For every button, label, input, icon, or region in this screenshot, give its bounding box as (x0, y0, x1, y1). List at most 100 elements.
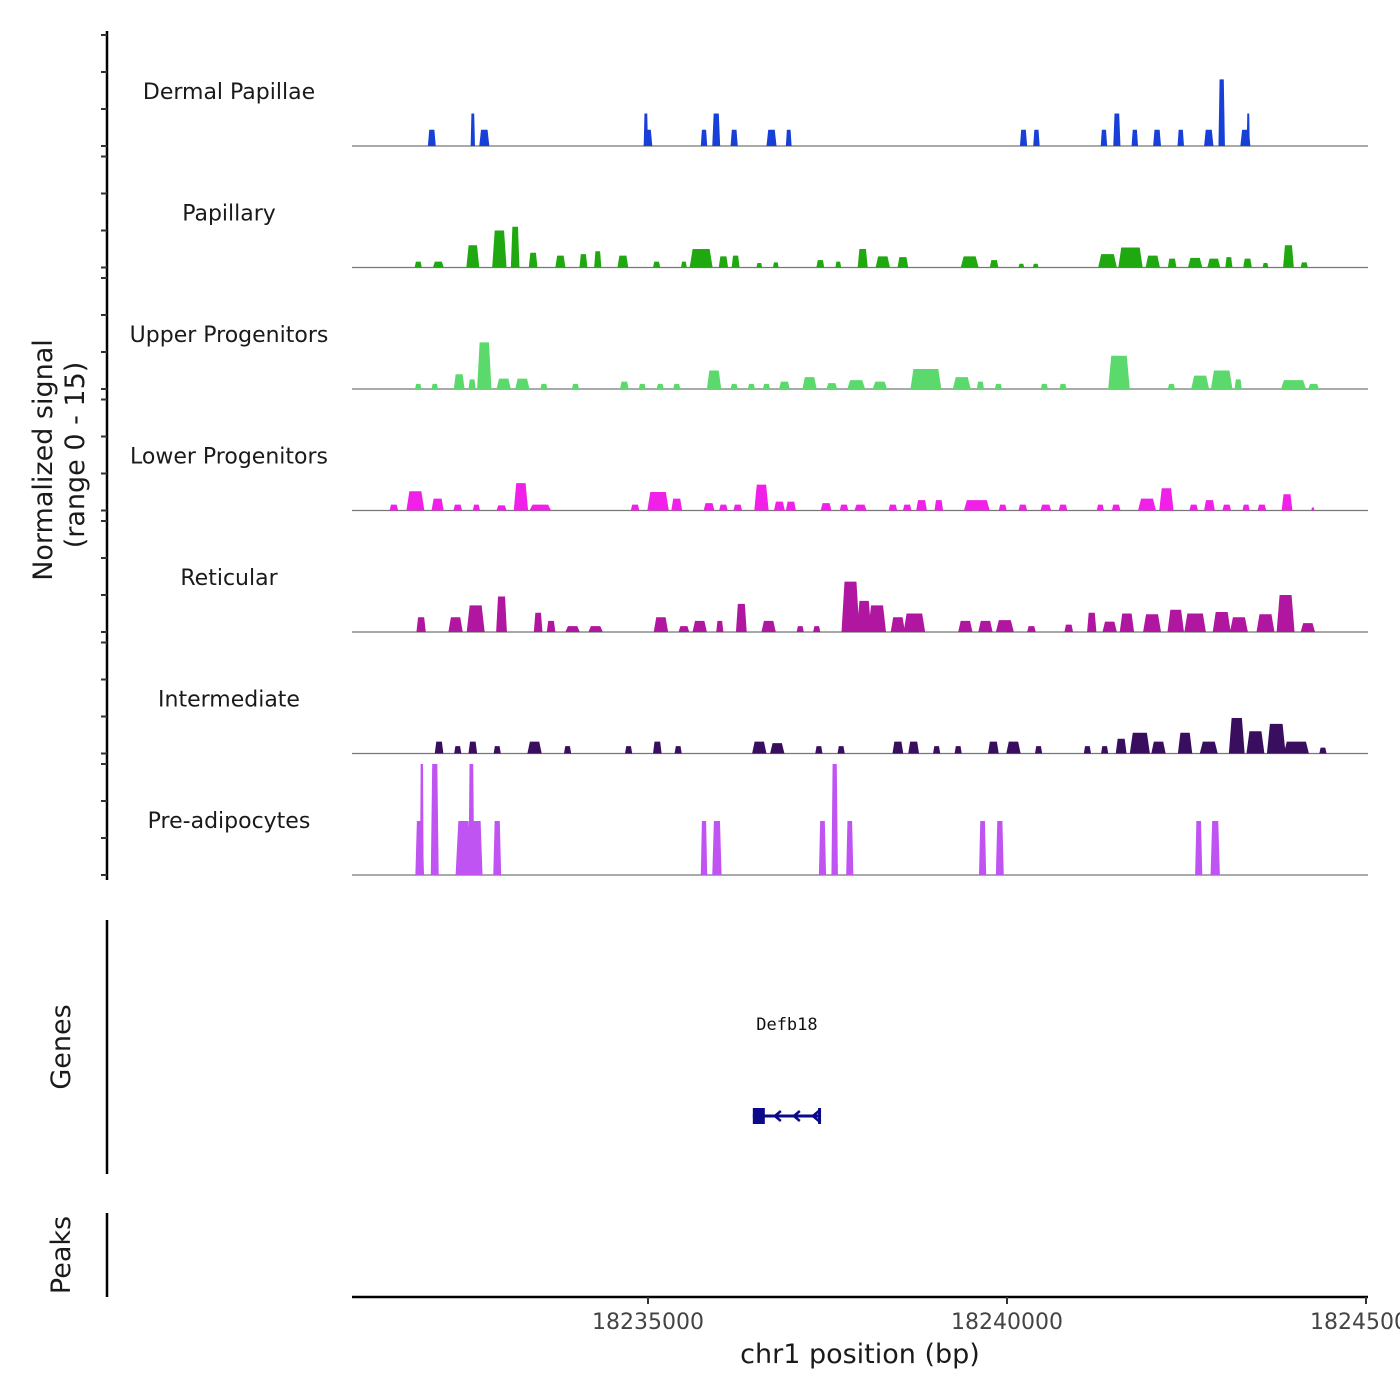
signal-peak (653, 617, 669, 632)
track-label: Pre-adipocytes (148, 809, 311, 834)
signal-peak (1033, 129, 1040, 146)
signal-peak (1187, 257, 1203, 268)
track-label: Reticular (180, 566, 278, 591)
signal-peak (470, 113, 475, 146)
signal-peak (448, 617, 463, 632)
signal-peak (653, 741, 662, 754)
signal-peak (875, 256, 890, 268)
signal-peak (579, 254, 588, 268)
signal-peak (594, 251, 602, 268)
signal-peak (643, 129, 653, 146)
signal-peak (1145, 255, 1160, 268)
signal-peak (1191, 375, 1210, 389)
signal-peak (730, 129, 738, 146)
signal-peak (933, 746, 941, 754)
signal-peak (1207, 258, 1221, 268)
signal-peak (1184, 613, 1206, 632)
signal-peak (453, 504, 463, 511)
signal-peak (802, 377, 817, 389)
signal-peak (1115, 738, 1127, 754)
signal-peak (1234, 379, 1242, 389)
signal-peak (978, 620, 993, 632)
signal-peak (571, 383, 580, 389)
signal-peak (515, 378, 530, 389)
signal-peak (1040, 504, 1052, 511)
signal-peak (432, 261, 444, 268)
signal-peak (1159, 488, 1174, 511)
track-papillary: Papillary (182, 202, 1368, 269)
y-axis-sublabel: (range 0 - 15) (60, 362, 91, 549)
track-dermal-papillae: Dermal Papillae (143, 79, 1368, 147)
signal-peak (820, 503, 832, 511)
signal-peak (712, 820, 722, 875)
signal-peak (703, 503, 715, 511)
signal-peak (647, 492, 669, 511)
signal-peak (1129, 732, 1150, 754)
signal-peak (678, 626, 690, 632)
signal-peak (1019, 129, 1028, 146)
signal-peak (754, 484, 769, 511)
signal-peak (752, 741, 767, 754)
signal-peak (766, 129, 777, 146)
signal-peak (774, 501, 785, 511)
signal-peak (540, 383, 548, 389)
gene-models: Defb18 (752, 1015, 822, 1124)
signal-peak (756, 263, 763, 268)
signal-peak (1027, 626, 1036, 632)
signal-peak (1276, 595, 1295, 632)
signal-peak (1143, 614, 1162, 632)
signal-peak (916, 500, 927, 511)
signal-peak (963, 500, 990, 511)
signal-peak (1222, 504, 1232, 511)
signal-peak (468, 379, 476, 389)
signal-peak (527, 741, 542, 754)
genes-panel-label: Genes (46, 1004, 77, 1089)
signal-peak (897, 257, 909, 268)
signal-peak (674, 746, 682, 754)
signal-peak (414, 261, 422, 268)
signal-peak (496, 505, 507, 511)
signal-peak (1212, 612, 1231, 632)
signal-peak (779, 381, 790, 389)
signal-peak (1243, 258, 1252, 268)
track-pre-adipocytes: Pre-adipocytes (148, 764, 1368, 876)
track-reticular: Reticular (180, 566, 1368, 633)
signal-peak (1059, 383, 1067, 389)
track-intermediate: Intermediate (158, 688, 1368, 755)
signal-peak (846, 820, 854, 875)
track-label: Papillary (182, 202, 276, 227)
signal-peak (455, 820, 472, 875)
signal-peak (960, 256, 979, 268)
signal-peak (1246, 731, 1265, 754)
signal-peak (839, 504, 849, 511)
signal-peak (431, 498, 444, 511)
signal-peak (496, 378, 511, 389)
signal-peak (468, 741, 478, 754)
signal-peak (989, 260, 999, 268)
signal-peak (1308, 383, 1319, 389)
signal-peak (998, 504, 1007, 511)
signal-peak (466, 605, 485, 632)
signal-peak (1246, 113, 1250, 146)
gene-exon (818, 1108, 822, 1124)
signal-peak (934, 500, 944, 511)
x-axis-label: chr1 position (bp) (740, 1339, 980, 1370)
strand-arrow-icon (810, 1110, 820, 1122)
signal-peak (1257, 504, 1267, 511)
signal-peak (1228, 717, 1245, 754)
signal-peak (888, 504, 898, 511)
signal-peak (835, 261, 842, 268)
signal-peak (471, 820, 483, 875)
gene-defb18: Defb18 (752, 1015, 822, 1124)
gene-exon (752, 1108, 765, 1124)
signal-peak (513, 483, 529, 511)
signal-peak (431, 383, 438, 389)
signal-peak (434, 741, 444, 754)
signal-peak (700, 820, 708, 875)
signal-peak (415, 383, 422, 389)
signal-peak (719, 504, 728, 511)
x-axis: 18235000 18240000 18245000 chr1 position (… (352, 1295, 1400, 1370)
signal-peak (1204, 500, 1215, 511)
signal-peak (908, 741, 920, 754)
track-lower-progenitors: Lower Progenitors (130, 445, 1368, 512)
